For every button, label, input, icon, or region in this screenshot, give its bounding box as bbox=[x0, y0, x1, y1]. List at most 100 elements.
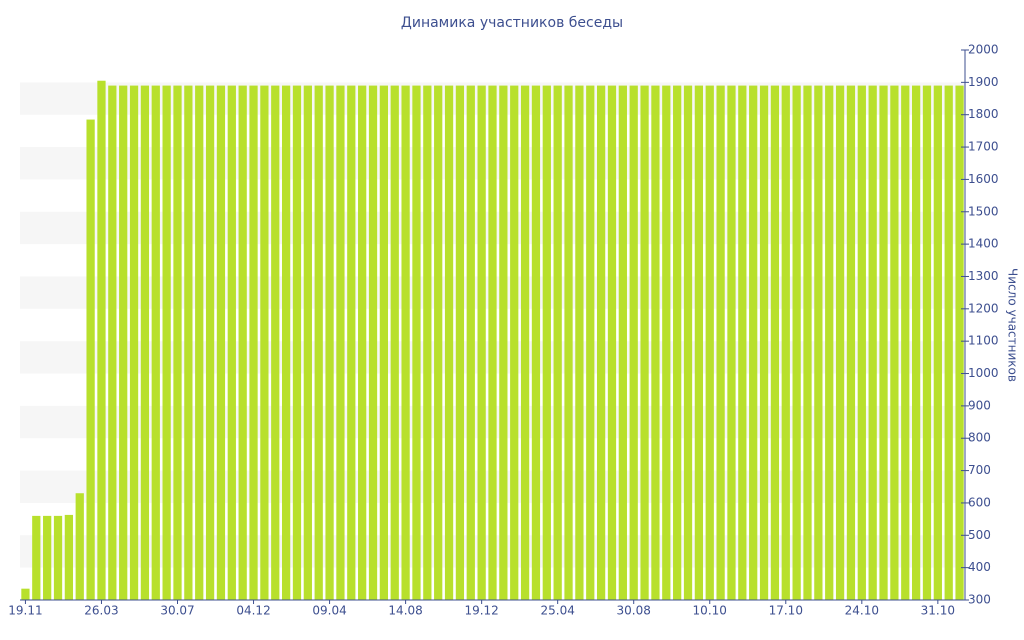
bar bbox=[933, 85, 942, 600]
bar bbox=[749, 85, 758, 600]
bar bbox=[792, 85, 801, 600]
x-tick-label: 30.08 bbox=[617, 604, 651, 618]
bar bbox=[814, 85, 823, 600]
x-tick-label: 17.10 bbox=[769, 604, 803, 618]
bar bbox=[640, 85, 649, 600]
y-tick-label: 1700 bbox=[968, 140, 999, 154]
bar bbox=[151, 85, 160, 600]
bar bbox=[119, 85, 128, 600]
y-tick-label: 700 bbox=[968, 463, 991, 477]
y-tick-label: 2000 bbox=[968, 43, 999, 57]
bar bbox=[227, 85, 236, 600]
x-tick-label: 30.07 bbox=[160, 604, 194, 618]
bar bbox=[162, 85, 171, 600]
bar bbox=[336, 85, 345, 600]
bar bbox=[21, 588, 30, 600]
bar bbox=[401, 85, 410, 600]
bar bbox=[434, 85, 443, 600]
bar bbox=[520, 85, 530, 600]
x-tick-label: 19.11 bbox=[8, 604, 42, 618]
y-tick-label: 800 bbox=[968, 431, 991, 445]
y-tick-label: 300 bbox=[968, 593, 991, 607]
bar bbox=[488, 85, 497, 600]
y-tick-label: 1000 bbox=[968, 366, 999, 380]
bar bbox=[770, 85, 780, 600]
x-tick-label: 31.10 bbox=[921, 604, 955, 618]
bar bbox=[347, 85, 356, 600]
y-tick-label: 500 bbox=[968, 528, 991, 542]
bar bbox=[531, 85, 541, 600]
bar bbox=[412, 85, 421, 600]
bar bbox=[673, 85, 682, 600]
bar bbox=[53, 515, 63, 600]
bar bbox=[901, 85, 910, 600]
bar bbox=[738, 85, 747, 600]
bar bbox=[195, 85, 204, 600]
bar bbox=[238, 85, 247, 600]
bar bbox=[911, 85, 921, 600]
bar bbox=[955, 85, 964, 600]
bar bbox=[835, 85, 845, 600]
bar bbox=[86, 119, 95, 600]
bar bbox=[75, 493, 84, 600]
bar bbox=[260, 85, 269, 600]
bar bbox=[499, 85, 508, 600]
bar bbox=[477, 85, 486, 600]
bar bbox=[890, 85, 899, 600]
bar bbox=[879, 85, 888, 600]
bar bbox=[455, 85, 465, 600]
y-tick-label: 1600 bbox=[968, 172, 999, 186]
y-tick-label: 1200 bbox=[968, 301, 999, 315]
bar bbox=[205, 85, 215, 600]
y-tick-label: 1500 bbox=[968, 204, 999, 218]
bar bbox=[759, 85, 769, 600]
bar bbox=[358, 85, 367, 600]
bar bbox=[173, 85, 182, 600]
bar bbox=[716, 85, 725, 600]
x-tick-label: 19.12 bbox=[464, 604, 498, 618]
y-tick-label: 1800 bbox=[968, 107, 999, 121]
y-tick-label: 1100 bbox=[968, 334, 999, 348]
bar bbox=[140, 85, 150, 600]
y-tick-label: 400 bbox=[968, 560, 991, 574]
x-tick-label: 09.04 bbox=[312, 604, 346, 618]
y-tick-label: 1900 bbox=[968, 75, 999, 89]
bar bbox=[379, 85, 389, 600]
bar bbox=[683, 85, 693, 600]
bar bbox=[618, 85, 627, 600]
bar bbox=[444, 85, 454, 600]
bar bbox=[705, 85, 714, 600]
bar bbox=[249, 85, 258, 600]
bar bbox=[596, 85, 606, 600]
x-tick-label: 26.03 bbox=[84, 604, 118, 618]
bar bbox=[553, 85, 562, 600]
bar bbox=[781, 85, 790, 600]
bar bbox=[184, 85, 193, 600]
bar bbox=[325, 85, 334, 600]
y-tick-label: 1300 bbox=[968, 269, 999, 283]
bar bbox=[64, 514, 74, 600]
chart-title: Динамика участников беседы bbox=[401, 15, 623, 31]
bar bbox=[466, 85, 475, 600]
bar bbox=[390, 85, 399, 600]
bar bbox=[857, 85, 866, 600]
x-tick-label: 25.04 bbox=[540, 604, 574, 618]
bar bbox=[846, 85, 856, 600]
bar bbox=[922, 85, 932, 600]
bar bbox=[651, 85, 660, 600]
bar bbox=[944, 85, 953, 600]
bar bbox=[564, 85, 573, 600]
x-tick-label: 24.10 bbox=[845, 604, 879, 618]
bar bbox=[43, 515, 52, 600]
bar bbox=[368, 85, 378, 600]
bar bbox=[694, 85, 704, 600]
bar bbox=[423, 85, 432, 600]
y-tick-label: 600 bbox=[968, 495, 991, 509]
bar bbox=[727, 85, 736, 600]
bar bbox=[271, 85, 280, 600]
bar bbox=[97, 80, 106, 600]
x-tick-label: 04.12 bbox=[236, 604, 270, 618]
bar bbox=[216, 85, 226, 600]
bar bbox=[662, 85, 671, 600]
bar bbox=[129, 85, 139, 600]
